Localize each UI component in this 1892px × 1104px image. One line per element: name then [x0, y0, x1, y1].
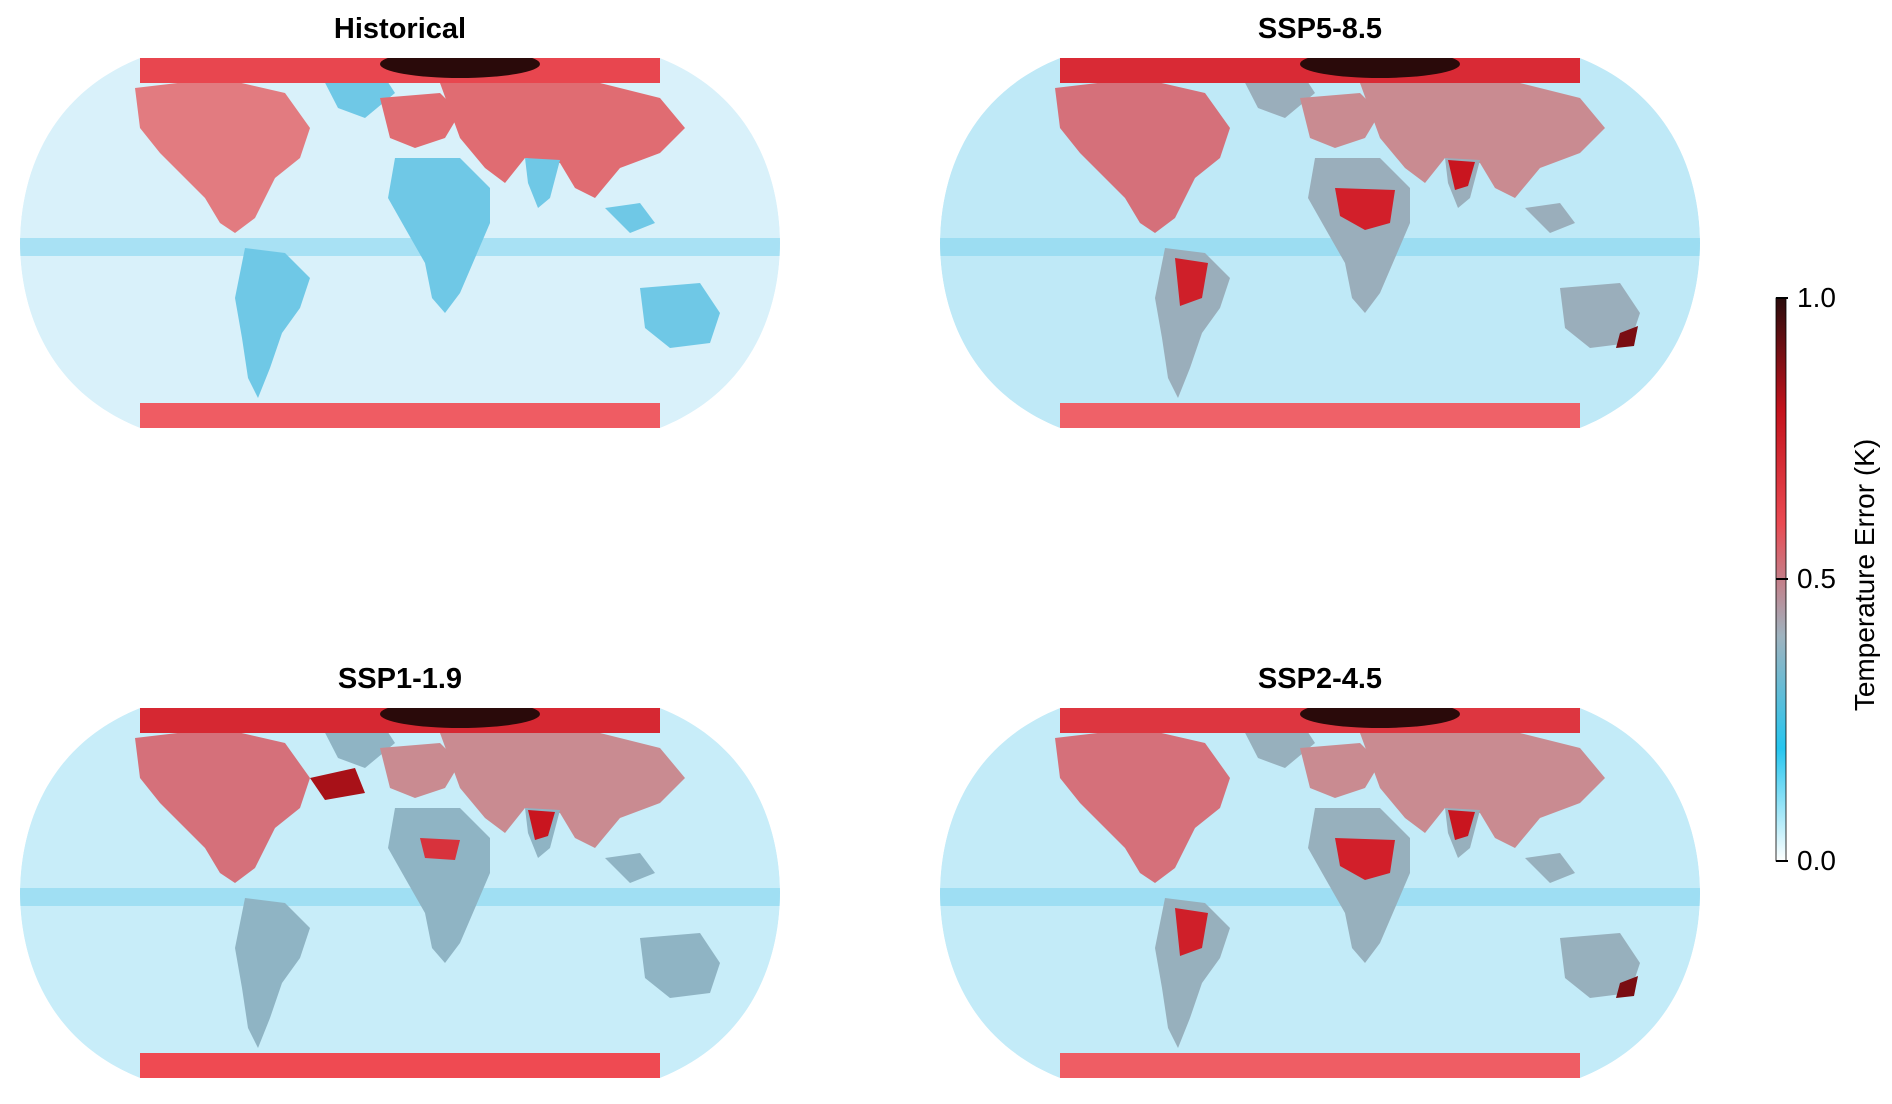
region-antarctica [140, 1053, 660, 1078]
region-south-america [235, 248, 310, 398]
region-north-america [1055, 728, 1230, 883]
region-europe [1300, 93, 1380, 148]
hotspot-africa [1335, 838, 1395, 880]
hotspot-africa [1335, 188, 1395, 230]
region-seasia [605, 203, 655, 233]
world-map [20, 58, 780, 428]
region-india [525, 158, 560, 208]
world-map [940, 58, 1700, 428]
panel-title: SSP5-8.5 [1257, 13, 1383, 45]
hotspot-australia-se [1616, 976, 1638, 998]
region-antarctica [1060, 403, 1580, 428]
region-australia [640, 283, 720, 348]
region-asia [1360, 728, 1605, 848]
colorbar-gradient [1775, 297, 1788, 862]
panel-title: SSP2-4.5 [1257, 663, 1383, 695]
arctic-peak [1300, 58, 1460, 78]
region-australia [1560, 283, 1640, 348]
region-australia [1560, 933, 1640, 998]
colorbar-label: Temperature Error (K) [1849, 438, 1880, 712]
region-seasia [1525, 853, 1575, 883]
panel-title: Historical [333, 13, 467, 45]
equatorial-band [940, 238, 1700, 256]
region-africa [388, 808, 490, 963]
region-asia [440, 728, 685, 848]
world-map [20, 708, 780, 1078]
region-seasia [1525, 203, 1575, 233]
world-map [940, 708, 1700, 1078]
hotspot-india [528, 810, 555, 840]
region-south-america [1155, 898, 1230, 1048]
region-north-america [135, 728, 310, 883]
region-asia [1360, 78, 1605, 198]
region-europe [380, 743, 460, 798]
arctic-peak [1300, 708, 1460, 728]
equatorial-band [940, 888, 1700, 906]
hotspot-africa-west [420, 838, 460, 860]
colorbar-tick-label: 0.5 [1797, 563, 1836, 594]
region-seasia [605, 853, 655, 883]
region-south-america [235, 898, 310, 1048]
colorbar: 1.0 0.5 0.0 Temperature Error (K) [1775, 282, 1892, 876]
region-antarctica [1060, 1053, 1580, 1078]
hotspot-greenland [310, 768, 365, 800]
region-africa [388, 158, 490, 313]
hotspot-india [1448, 810, 1475, 840]
hotspot-australia-se [1616, 326, 1638, 348]
region-europe [1300, 743, 1380, 798]
region-south-america [1155, 248, 1230, 398]
region-europe [380, 93, 460, 148]
region-australia [640, 933, 720, 998]
arctic-peak [380, 58, 540, 78]
panel-title: SSP1-1.9 [337, 663, 463, 695]
hotspot-south-america [1175, 908, 1208, 956]
region-antarctica [140, 403, 660, 428]
region-asia [440, 78, 685, 198]
hotspot-south-america [1175, 258, 1208, 306]
colorbar-tick-label: 0.0 [1797, 845, 1836, 876]
region-north-america [1055, 78, 1230, 233]
colorbar-tick-label: 1.0 [1797, 282, 1836, 313]
hotspot-india [1448, 160, 1475, 190]
equatorial-band [20, 888, 780, 906]
arctic-peak [380, 708, 540, 728]
region-north-america [135, 78, 310, 233]
equatorial-band [20, 238, 780, 256]
